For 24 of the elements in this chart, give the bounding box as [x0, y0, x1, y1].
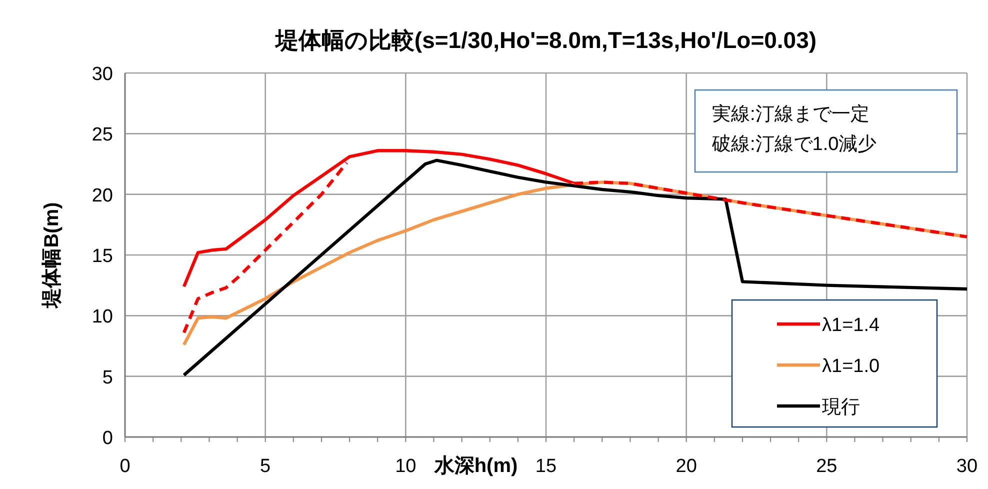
legend-label: λ1=1.0 [822, 356, 880, 377]
x-tick-label: 10 [395, 456, 416, 477]
x-tick-label: 0 [120, 456, 130, 477]
y-tick-label: 10 [92, 306, 113, 328]
y-tick-label: 25 [92, 124, 113, 146]
y-tick-label: 20 [92, 185, 113, 206]
x-tick-label: 15 [535, 456, 557, 477]
note: 実線:汀線まで一定 破線:汀線で1.0減少 [694, 89, 958, 173]
y-tick-label: 5 [102, 367, 113, 388]
chart-title: 堤体幅の比較(s=1/30,Ho'=8.0m,T=13s,Ho'/Lo=0.03) [274, 27, 817, 53]
x-tick-label: 20 [676, 456, 697, 477]
y-tick-label: 0 [102, 428, 113, 449]
legend-label: 現行 [822, 397, 860, 418]
line-series [182, 158, 969, 377]
legend-label: λ1=1.4 [822, 315, 880, 336]
x-axis-title: 水深h(m) [433, 455, 518, 477]
x-tick-label: 30 [956, 456, 978, 477]
y-tick-label: 30 [92, 64, 113, 85]
annotation: 実線:汀線まで一定 [712, 103, 870, 125]
y-tick-label: 15 [92, 246, 113, 267]
y-axis-title: 堤体幅B(m) [41, 202, 63, 309]
annotation: 破線:汀線で1.0減少 [711, 134, 877, 155]
x-tick-label: 25 [816, 456, 838, 477]
x-tick-label: 5 [260, 456, 271, 477]
